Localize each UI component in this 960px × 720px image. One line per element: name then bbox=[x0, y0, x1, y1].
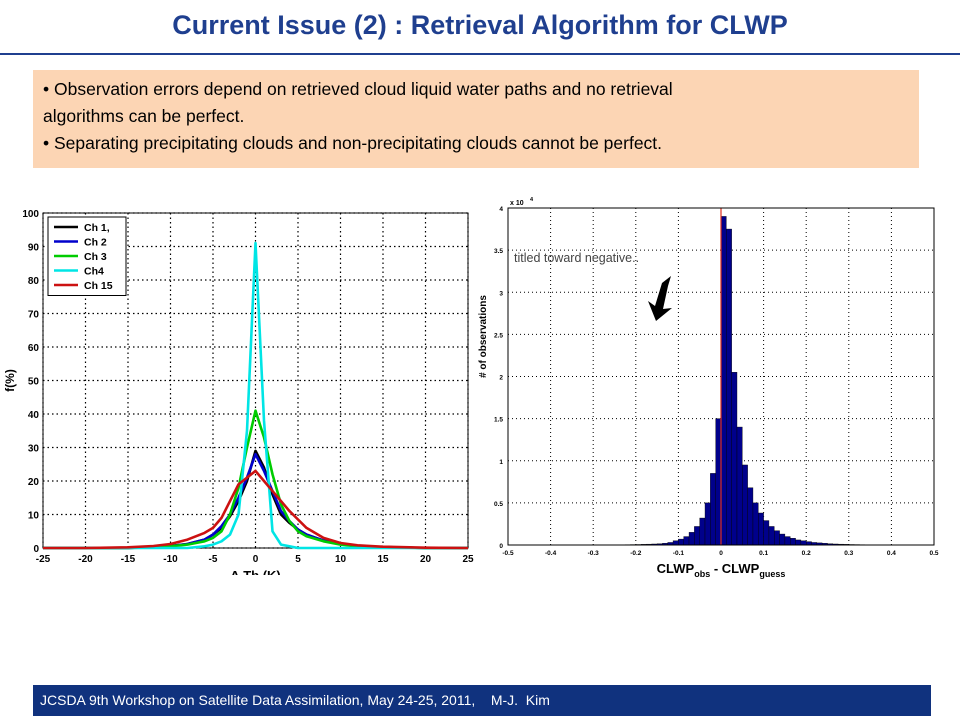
y-tick-label: 60 bbox=[28, 343, 40, 354]
y-tick-label: 2 bbox=[499, 375, 503, 382]
histogram-bar bbox=[710, 473, 716, 546]
x-axis-label: Δ Tb (K) bbox=[230, 568, 281, 575]
x-tick-label: 25 bbox=[462, 554, 474, 565]
histogram-bar bbox=[784, 536, 791, 546]
y-tick-label: 80 bbox=[28, 276, 40, 287]
x-tick-label: -0.1 bbox=[673, 550, 685, 557]
histogram-bar bbox=[694, 526, 700, 546]
x-tick-label: 0.3 bbox=[844, 550, 853, 557]
y-tick-label: 0.5 bbox=[494, 501, 503, 508]
histogram-bar bbox=[747, 487, 754, 546]
y-tick-label: 1 bbox=[499, 459, 503, 466]
bullet-line-1: • Observation errors depend on retrieved… bbox=[43, 79, 673, 99]
histogram-bar bbox=[715, 418, 722, 546]
x-tick-label: 15 bbox=[377, 554, 389, 565]
x-tick-label: -0.4 bbox=[545, 550, 557, 557]
histogram-bar bbox=[731, 372, 738, 546]
series-line bbox=[43, 241, 468, 550]
plot-frame bbox=[507, 207, 935, 546]
histogram-bar bbox=[779, 533, 786, 546]
y-tick-label: 2.5 bbox=[494, 332, 503, 339]
y-tick-label: 10 bbox=[28, 511, 40, 522]
histogram-bar bbox=[736, 426, 743, 546]
clwp-histogram-chart: -0.5 -0.4 -0.3 -0.2 -0.1 0 0.1 0.2 0.3 0.4 0.5 0 0.5… bbox=[478, 197, 939, 579]
bullet-line-3: • Separating precipitating clouds and no… bbox=[43, 133, 663, 153]
histogram-bar bbox=[758, 512, 764, 546]
y-tick-label: 4 bbox=[499, 206, 503, 213]
footer-text: JCSDA 9th Workshop on Satellite Data Ass… bbox=[40, 692, 550, 708]
histogram-bar bbox=[752, 502, 759, 546]
y-tick-label: 20 bbox=[28, 477, 40, 488]
x-tick-label: -20 bbox=[78, 554, 93, 565]
legend-label: Ch 2 bbox=[84, 237, 107, 249]
x-tick-label: -15 bbox=[121, 554, 136, 565]
histogram-bar bbox=[790, 538, 796, 546]
plot-frame bbox=[42, 212, 469, 549]
x-tick-label: 0.2 bbox=[802, 550, 811, 557]
histogram-bar bbox=[720, 216, 727, 546]
legend-label: Ch4 bbox=[84, 266, 104, 278]
y-axis-label: # of observations bbox=[478, 295, 489, 378]
histogram-bar bbox=[683, 536, 690, 546]
y-tick-label: 90 bbox=[28, 243, 40, 254]
x-tick-label: -5 bbox=[209, 554, 218, 565]
legend-label: Ch 1, bbox=[84, 222, 110, 234]
y-tick-label: 3.5 bbox=[494, 248, 503, 255]
x-tick-label: 0 bbox=[253, 554, 259, 565]
x-tick-label: 0 bbox=[719, 550, 723, 557]
x-tick-label: -0.2 bbox=[630, 550, 642, 557]
y-multiplier-label: x 10 bbox=[510, 200, 524, 207]
y-tick-label: 3 bbox=[499, 290, 503, 297]
x-tick-label: -10 bbox=[163, 554, 178, 565]
y-axis-label: f(%) bbox=[3, 369, 17, 392]
annotation-text: titled toward negative.. bbox=[514, 251, 639, 265]
y-multiplier-exponent: 4 bbox=[530, 197, 534, 203]
histogram-bar bbox=[795, 539, 802, 546]
series-line bbox=[43, 469, 469, 550]
bullet-box: • Observation errors depend on retrieved… bbox=[33, 70, 919, 168]
x-tick-label: 10 bbox=[335, 554, 347, 565]
histogram-bar bbox=[806, 541, 812, 546]
slide-title: Current Issue (2) : Retrieval Algorithm … bbox=[172, 10, 788, 40]
y-tick-label: 0 bbox=[33, 544, 39, 555]
histogram-bar bbox=[678, 538, 684, 546]
title-underline bbox=[0, 53, 960, 55]
x-tick-label: -25 bbox=[36, 554, 51, 565]
x-tick-label: 0.4 bbox=[887, 550, 896, 557]
footer-bar: JCSDA 9th Workshop on Satellite Data Ass… bbox=[33, 685, 931, 716]
histogram-bar bbox=[774, 530, 780, 546]
x-tick-label: 20 bbox=[420, 554, 432, 565]
legend-label: Ch 3 bbox=[84, 251, 107, 263]
histogram-bar bbox=[768, 526, 775, 546]
y-tick-label: 30 bbox=[28, 444, 40, 455]
x-tick-label: 5 bbox=[295, 554, 301, 565]
y-tick-label: 1.5 bbox=[494, 417, 503, 424]
x-tick-label: 0.1 bbox=[759, 550, 768, 557]
y-tick-label: 50 bbox=[28, 377, 40, 388]
histogram-bar bbox=[763, 520, 770, 546]
delta-tb-line-chart: -25 -20 -15 -10 -5 0 5 10 15 20 25 0 10 20 30 40 50 60 70 8… bbox=[3, 209, 474, 575]
x-tick-label: 0.5 bbox=[929, 550, 938, 557]
histogram-bar bbox=[688, 532, 695, 546]
histogram-bar bbox=[742, 464, 748, 546]
histogram-bar bbox=[672, 540, 679, 546]
x-axis-label: CLWPobs - CLWPguess bbox=[657, 561, 786, 579]
x-tick-label: -0.5 bbox=[502, 550, 514, 557]
x-tick-label: -0.3 bbox=[588, 550, 600, 557]
y-tick-label: 40 bbox=[28, 410, 40, 421]
bullet-line-2: algorithms can be perfect. bbox=[43, 106, 245, 126]
histogram-bar bbox=[699, 517, 706, 546]
histogram-bar bbox=[800, 540, 807, 546]
y-tick-label: 70 bbox=[28, 310, 40, 321]
y-tick-label: 100 bbox=[22, 209, 39, 220]
y-tick-label: 0 bbox=[499, 543, 503, 550]
annotation-arrow bbox=[648, 276, 672, 321]
histogram-bar bbox=[704, 502, 711, 546]
legend-label: Ch 15 bbox=[84, 280, 113, 292]
histogram-bar bbox=[726, 228, 732, 546]
series-line bbox=[43, 409, 468, 550]
